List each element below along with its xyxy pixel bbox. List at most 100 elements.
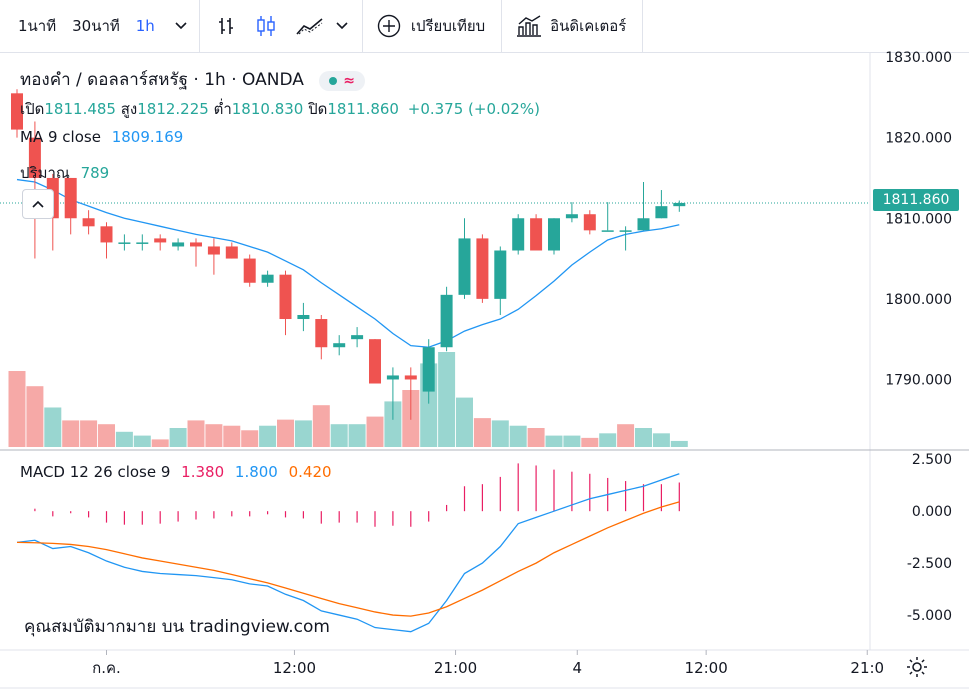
candle-body [512, 218, 525, 251]
volume-bar [98, 424, 115, 447]
candle-chart-type-icon[interactable] [246, 0, 286, 52]
volume-bar [581, 437, 599, 447]
change-value: +0.375 (+0.02%) [407, 100, 540, 118]
candle-body [225, 246, 238, 259]
volume-bar [294, 420, 312, 447]
close-label: ปิด [308, 100, 328, 118]
volume-bar [527, 428, 545, 447]
low-value: 1810.830 [231, 100, 304, 118]
candle-body [351, 335, 364, 340]
candle-body [243, 258, 256, 283]
interval-1h-button[interactable]: 1h [135, 17, 155, 35]
area-chart-type-icon[interactable] [286, 0, 328, 52]
candle-body [422, 347, 435, 392]
open-value: 1811.485 [44, 100, 116, 118]
indicators-label: อินดิเคเตอร์ [550, 17, 627, 35]
candle-body [494, 250, 507, 299]
wave-icon: ≈ [343, 73, 356, 89]
signal-line [16, 501, 680, 617]
compare-button[interactable]: เปรียบเทียบ [363, 0, 501, 52]
market-status-pill[interactable]: ≈ [319, 71, 366, 91]
interval-dropdown-chevron-icon[interactable] [161, 0, 199, 52]
volume-bar [491, 420, 509, 447]
volume-bar [670, 440, 688, 447]
volume-bar [545, 435, 563, 447]
macd-label: MACD 12 26 close 9 [20, 463, 171, 481]
candle-body [297, 314, 310, 320]
candle-body [548, 218, 560, 251]
macd-tick-label: -2.500 [907, 556, 952, 572]
volume-bar [223, 425, 241, 447]
top-toolbar: 1นาที 30นาที 1h เปรียบเทียบ อินดิเคเตอร์ [0, 0, 969, 53]
volume-bar [652, 433, 670, 447]
volume-bar [599, 433, 617, 447]
candle-body [386, 375, 399, 380]
candle-body [28, 137, 41, 178]
candle-body [118, 242, 131, 244]
volume-bar [187, 420, 205, 447]
toolbar-divider [198, 0, 200, 52]
candle-body [601, 230, 614, 232]
indicators-button[interactable]: อินดิเคเตอร์ [502, 0, 642, 52]
volume-bar [241, 430, 259, 447]
candle-body [619, 230, 632, 232]
macd-legend[interactable]: MACD 12 26 close 9 1.380 1.800 0.420 [20, 463, 332, 481]
macd-tick-label: 0.000 [912, 504, 952, 520]
low-label: ต่ำ [213, 100, 232, 118]
volume-bar [62, 420, 80, 447]
tradingview-watermark[interactable]: คุณสมบัติมากมาย บน tradingview.com [24, 617, 330, 637]
volume-bar [348, 424, 366, 447]
candle-body [172, 242, 185, 247]
candle-body [530, 218, 543, 251]
volume-bar [133, 435, 151, 447]
symbol-title[interactable]: ทองคำ / ดอลลาร์สหรัฐ · 1h · OANDA [20, 70, 304, 90]
candle-body [207, 246, 220, 255]
collapse-legend-button[interactable] [22, 189, 54, 219]
candle-body [369, 339, 381, 384]
volume-bar [169, 428, 187, 447]
candle-body [458, 238, 471, 295]
interval-1m-button[interactable]: 1นาที [18, 17, 57, 35]
high-label: สูง [120, 100, 138, 118]
volume-bar [151, 439, 169, 447]
volume-bar [44, 407, 62, 447]
volume-bar [115, 431, 133, 447]
toolbar-divider [501, 0, 503, 52]
candle-body [476, 238, 489, 299]
time-tick-label: 4 [572, 659, 582, 677]
volume-bar [277, 419, 294, 447]
volume-bar [205, 424, 223, 447]
open-label: เปิด [20, 100, 45, 118]
interval-30m-button[interactable]: 30นาที [72, 17, 120, 35]
candle-body [637, 218, 650, 231]
volume-bar [563, 435, 581, 447]
settings-gear-icon[interactable] [905, 655, 929, 679]
time-tick-label: 21:0 [850, 659, 884, 677]
volume-bar [473, 418, 491, 447]
volume-bar [438, 352, 456, 447]
candle-body [440, 294, 453, 348]
volume-bar [312, 405, 330, 447]
ohlc-legend: เปิด1811.485 สูง1812.225 ต่ำ1810.830 ปิด… [20, 97, 540, 121]
price-tick-label: 1820.000 [885, 131, 952, 147]
plus-circle-icon [377, 14, 401, 38]
price-tick-label: 1800.000 [885, 292, 952, 308]
candle-body [565, 214, 578, 219]
chart-type-dropdown-chevron-icon[interactable] [328, 0, 362, 52]
candle-body [136, 242, 149, 244]
candle-body [154, 238, 167, 243]
market-open-dot-icon [329, 77, 338, 85]
bar-chart-type-icon[interactable] [200, 0, 246, 52]
candle-body [82, 218, 95, 227]
candle-body [100, 226, 113, 243]
time-tick-label: ก.ค. [92, 659, 121, 677]
volume-legend[interactable]: ปริมาณ 789 [20, 161, 109, 185]
indicators-icon [517, 15, 542, 37]
volume-label: ปริมาณ [20, 164, 70, 182]
candle-body [673, 202, 686, 207]
price-tick-label: 1810.000 [885, 211, 952, 227]
ma-legend[interactable]: MA 9 close 1809.169 [20, 128, 183, 146]
volume-bar [26, 386, 44, 447]
volume-value: 789 [80, 164, 110, 182]
